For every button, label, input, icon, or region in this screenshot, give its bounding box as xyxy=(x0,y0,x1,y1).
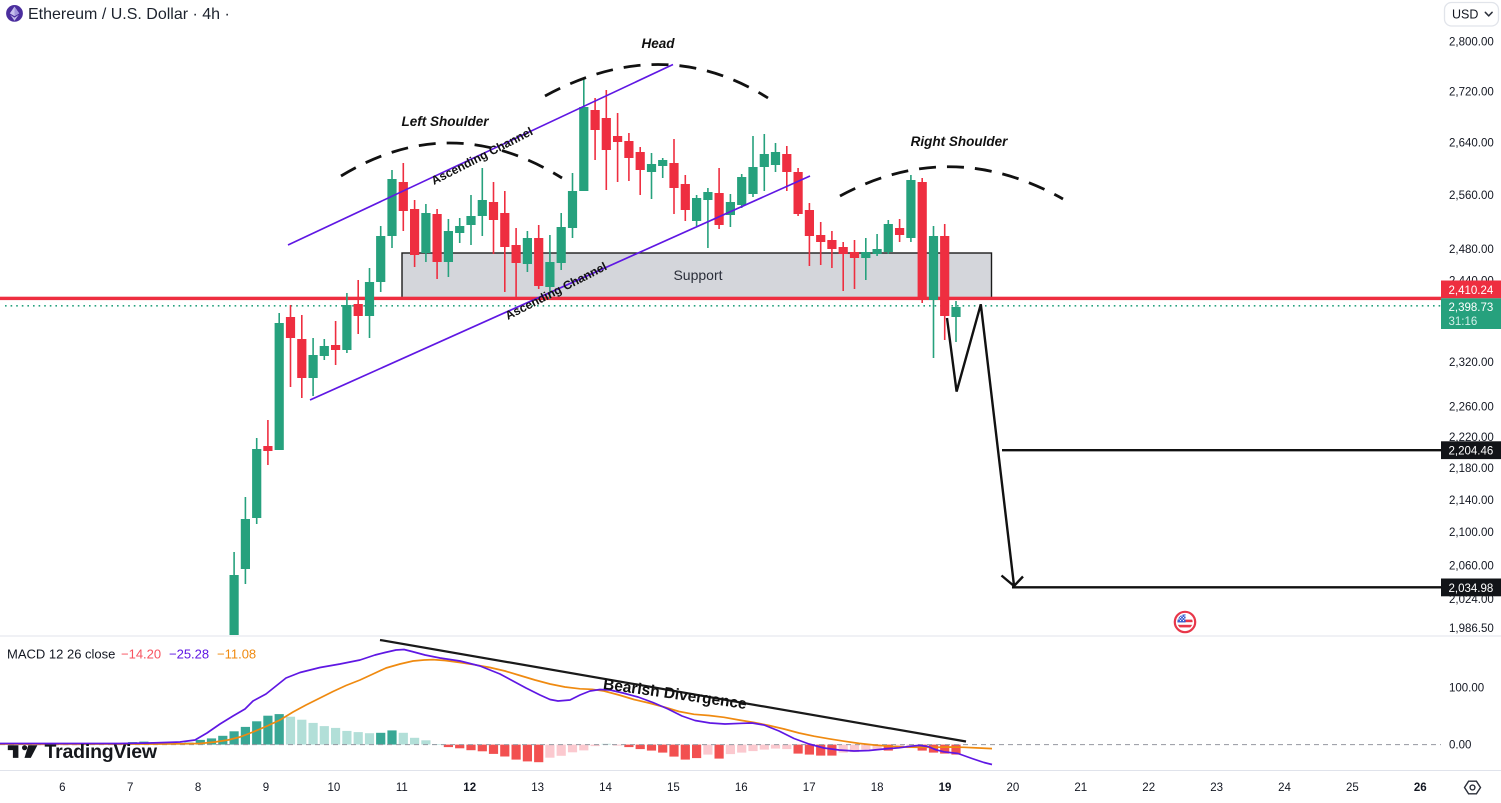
svg-text:2,260.00: 2,260.00 xyxy=(1449,402,1494,414)
svg-text:2,060.00: 2,060.00 xyxy=(1449,560,1494,572)
svg-text:2,220.00: 2,220.00 xyxy=(1449,432,1494,444)
svg-text:26: 26 xyxy=(1414,782,1427,794)
svg-text:15: 15 xyxy=(667,782,680,794)
svg-text:23: 23 xyxy=(1210,782,1223,794)
svg-text:Head: Head xyxy=(641,36,675,51)
svg-text:2,398.73: 2,398.73 xyxy=(1449,302,1494,314)
svg-text:2,100.00: 2,100.00 xyxy=(1449,527,1494,539)
svg-text:−14.20: −14.20 xyxy=(121,647,161,662)
svg-text:0.00: 0.00 xyxy=(1449,740,1471,752)
svg-text:8: 8 xyxy=(195,782,201,794)
svg-text:12: 12 xyxy=(463,782,476,794)
svg-text:6: 6 xyxy=(59,782,65,794)
svg-text:100.00: 100.00 xyxy=(1449,683,1484,695)
svg-text:31:16: 31:16 xyxy=(1449,316,1478,328)
svg-text:Right Shoulder: Right Shoulder xyxy=(911,134,1008,149)
svg-text:14: 14 xyxy=(599,782,612,794)
svg-text:17: 17 xyxy=(803,782,816,794)
svg-text:USD: USD xyxy=(1452,8,1478,22)
svg-text:1,986.50: 1,986.50 xyxy=(1449,623,1494,635)
svg-text:TradingView: TradingView xyxy=(45,741,158,763)
svg-text:24: 24 xyxy=(1278,782,1291,794)
svg-text:2,410.24: 2,410.24 xyxy=(1449,285,1494,297)
svg-text:2,640.00: 2,640.00 xyxy=(1449,137,1494,149)
svg-text:Support: Support xyxy=(673,267,722,283)
svg-text:20: 20 xyxy=(1007,782,1020,794)
svg-text:16: 16 xyxy=(735,782,748,794)
svg-text:11: 11 xyxy=(396,782,408,794)
svg-text:7: 7 xyxy=(127,782,133,794)
svg-text:21: 21 xyxy=(1074,782,1087,794)
svg-text:−11.08: −11.08 xyxy=(217,647,256,662)
svg-text:2,024.00: 2,024.00 xyxy=(1449,594,1494,606)
svg-text:2,204.46: 2,204.46 xyxy=(1449,446,1494,458)
svg-text:2,320.00: 2,320.00 xyxy=(1449,357,1494,369)
svg-text:2,034.98: 2,034.98 xyxy=(1449,583,1494,595)
svg-text:2,180.00: 2,180.00 xyxy=(1449,463,1494,475)
svg-text:Ethereum / U.S. Dollar · 4h ·: Ethereum / U.S. Dollar · 4h · xyxy=(28,6,230,23)
svg-text:2,140.00: 2,140.00 xyxy=(1449,495,1494,507)
svg-text:25: 25 xyxy=(1346,782,1359,794)
svg-text:19: 19 xyxy=(939,782,952,794)
svg-text:2,480.00: 2,480.00 xyxy=(1449,244,1494,256)
svg-text:2,720.00: 2,720.00 xyxy=(1449,87,1494,99)
svg-text:−25.28: −25.28 xyxy=(169,647,209,662)
svg-text:2,800.00: 2,800.00 xyxy=(1449,37,1494,49)
svg-text:MACD 12 26 close: MACD 12 26 close xyxy=(7,647,115,662)
svg-text:Left Shoulder: Left Shoulder xyxy=(402,114,490,129)
svg-text:13: 13 xyxy=(531,782,544,794)
svg-text:10: 10 xyxy=(328,782,341,794)
svg-text:22: 22 xyxy=(1142,782,1155,794)
svg-text:2,560.00: 2,560.00 xyxy=(1449,190,1494,202)
svg-text:9: 9 xyxy=(263,782,269,794)
svg-text:18: 18 xyxy=(871,782,884,794)
